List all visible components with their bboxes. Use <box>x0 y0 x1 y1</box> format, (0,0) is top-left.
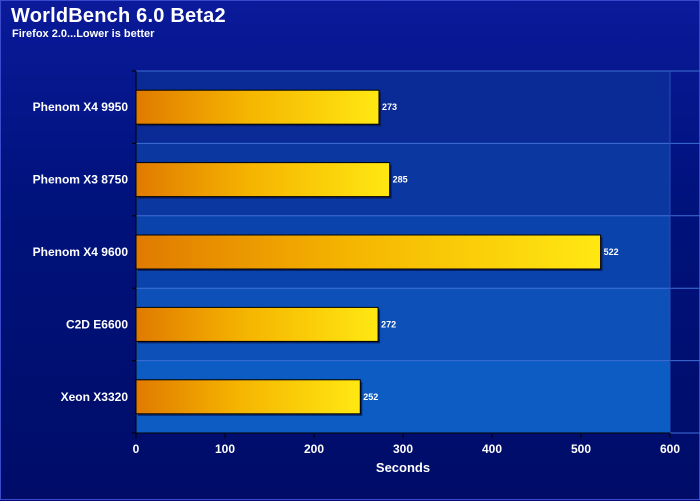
data-label: 272 <box>381 319 396 329</box>
category-label: Phenom X4 9950 <box>33 100 129 114</box>
bar <box>135 379 361 415</box>
data-label: 252 <box>363 392 378 402</box>
bar <box>135 89 380 125</box>
data-label: 285 <box>393 175 408 185</box>
x-tick-label: 0 <box>133 442 140 456</box>
category-label: C2D E6600 <box>66 317 128 331</box>
bar <box>135 162 391 198</box>
bar <box>135 234 602 270</box>
data-label: 273 <box>382 102 397 112</box>
x-tick-label: 500 <box>571 442 591 456</box>
x-tick-label: 200 <box>304 442 324 456</box>
chart-subtitle: Firefox 2.0...Lower is better <box>12 28 155 40</box>
x-axis-title: Seconds <box>376 460 430 475</box>
x-tick-label: 100 <box>215 442 235 456</box>
x-tick-label: 600 <box>660 442 680 456</box>
x-tick-label: 300 <box>393 442 413 456</box>
x-tick-label: 400 <box>482 442 502 456</box>
chart-title: WorldBench 6.0 Beta2 <box>11 5 226 27</box>
category-label: Xeon X3320 <box>61 390 129 404</box>
category-label: Phenom X3 8750 <box>33 173 129 187</box>
category-label: Phenom X4 9600 <box>33 245 129 259</box>
data-label: 522 <box>604 247 619 257</box>
bar <box>135 306 379 342</box>
